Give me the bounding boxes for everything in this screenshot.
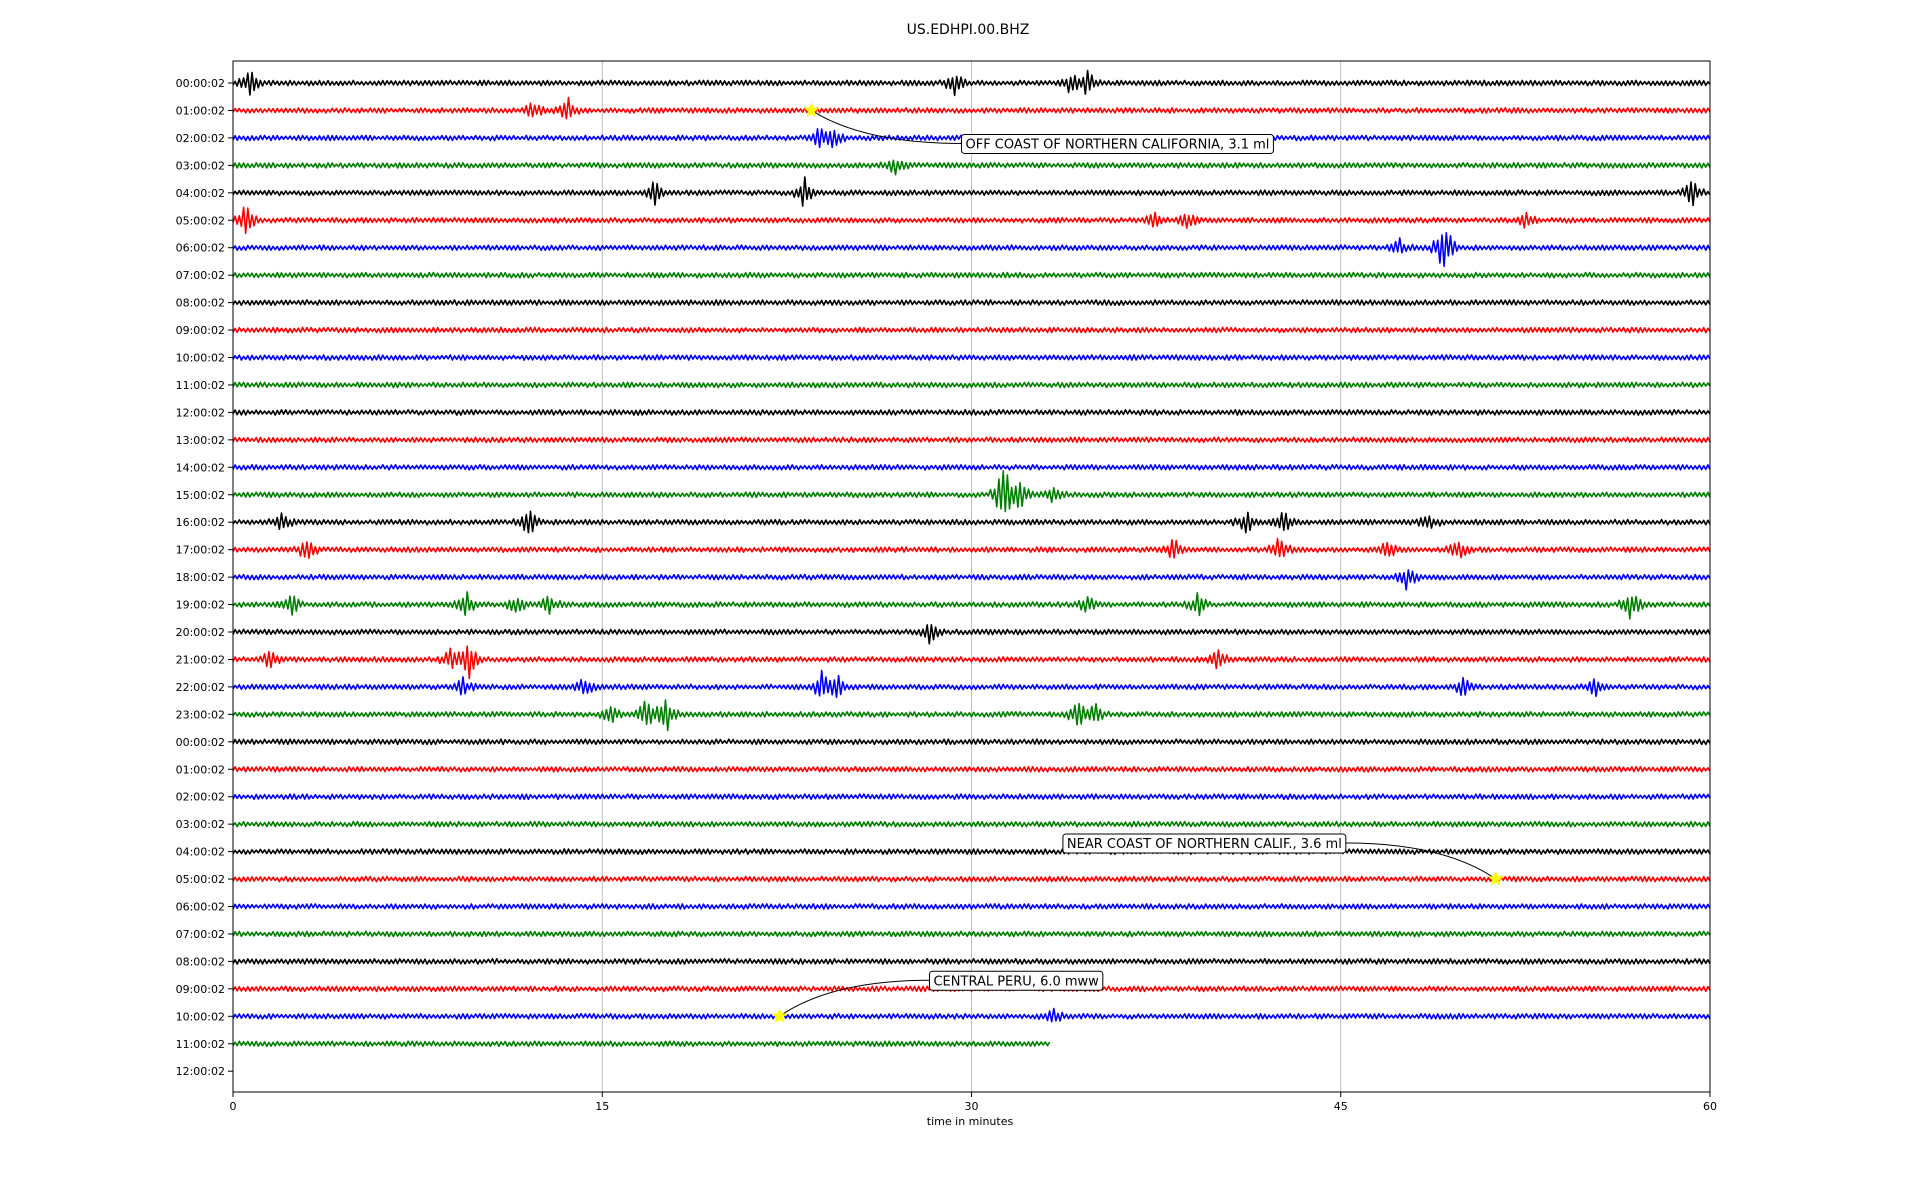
event-annotation-0: OFF COAST OF NORTHERN CALIFORNIA, 3.1 ml [803,102,1274,154]
y-tick-label: 19:00:02 [176,599,225,612]
trace-10 [232,354,1711,361]
event-connector [1345,842,1497,880]
trace-33 [232,985,1711,993]
trace-18 [232,569,1711,591]
event-label-box [1062,833,1347,854]
y-tick-label: 18:00:02 [176,571,225,584]
chart-title: US.EDHPI.00.BHZ [907,22,1030,38]
y-tick-label: 11:00:02 [176,379,225,392]
y-tick-label: 03:00:02 [176,818,225,831]
y-tick-label: 22:00:02 [176,681,225,694]
y-axis-ticks: 00:00:02 01:00:02 02:00:02 03:00:02 04:00:02… [176,77,233,1078]
x-tick-label: 15 [595,1100,609,1113]
trace-16 [232,510,1711,534]
y-tick-label: 08:00:02 [176,955,225,968]
y-tick-label: 03:00:02 [176,159,225,172]
trace-1 [232,96,1711,120]
y-tick-label: 06:00:02 [176,242,225,255]
trace-29 [232,875,1711,883]
y-tick-label: 00:00:02 [176,736,225,749]
trace-layer [232,69,1711,1048]
y-tick-label: 20:00:02 [176,626,225,639]
trace-7 [232,271,1711,279]
event-label-box [928,970,1104,991]
trace-15 [232,470,1711,513]
event-star-marker [803,102,820,118]
trace-30 [232,903,1711,910]
y-tick-label: 12:00:02 [176,1065,225,1078]
trace-34 [232,1007,1711,1023]
trace-14 [232,463,1711,471]
y-tick-label: 01:00:02 [176,763,225,776]
trace-25 [232,765,1711,773]
x-tick-label: 0 [230,1100,237,1113]
y-tick-label: 02:00:02 [176,791,225,804]
trace-3 [232,159,1711,176]
trace-32 [232,958,1711,965]
y-tick-label: 07:00:02 [176,928,225,941]
y-tick-label: 08:00:02 [176,297,225,310]
x-axis-ticks: 0 15 30 45 60 [230,1092,1717,1113]
trace-22 [232,669,1711,699]
trace-19 [232,591,1711,620]
y-tick-label: 02:00:02 [176,132,225,145]
event-star-marker [1487,870,1504,886]
trace-28 [232,848,1711,855]
y-tick-label: 04:00:02 [176,846,225,859]
y-tick-label: 04:00:02 [176,187,225,200]
event-label: OFF COAST OF NORTHERN CALIFORNIA, 3.1 ml [965,137,1269,152]
trace-11 [232,381,1711,389]
y-tick-label: 07:00:02 [176,269,225,282]
y-tick-label: 09:00:02 [176,324,225,337]
y-tick-label: 05:00:02 [176,873,225,886]
event-connector [811,110,962,144]
trace-8 [232,299,1711,306]
trace-9 [232,326,1711,334]
y-tick-label: 16:00:02 [176,516,225,529]
y-tick-label: 10:00:02 [176,352,225,365]
event-annotation-1: NEAR COAST OF NORTHERN CALIF., 3.6 ml [1062,833,1504,886]
trace-21 [232,645,1711,680]
trace-24 [232,738,1711,746]
trace-23 [232,699,1711,732]
trace-26 [232,793,1711,801]
x-tick-label: 45 [1334,1100,1348,1113]
y-tick-label: 09:00:02 [176,983,225,996]
trace-5 [232,206,1711,235]
y-tick-label: 05:00:02 [176,214,225,227]
event-label-box [960,133,1274,154]
event-label: NEAR COAST OF NORTHERN CALIF., 3.6 ml [1067,837,1342,852]
y-tick-label: 14:00:02 [176,461,225,474]
y-tick-label: 23:00:02 [176,708,225,721]
trace-20 [232,624,1711,645]
trace-35 [232,1040,1051,1048]
trace-4 [232,176,1711,207]
trace-17 [232,537,1711,559]
x-tick-label: 60 [1703,1100,1717,1113]
trace-12 [232,409,1711,416]
event-annotations: OFF COAST OF NORTHERN CALIFORNIA, 3.1 ml… [771,102,1504,1024]
trace-6 [232,232,1711,268]
y-tick-label: 10:00:02 [176,1010,225,1023]
y-tick-label: 12:00:02 [176,406,225,419]
trace-27 [232,820,1711,828]
y-tick-label: 21:00:02 [176,653,225,666]
event-star-marker [771,1007,788,1024]
y-tick-label: 17:00:02 [176,544,225,557]
y-tick-label: 06:00:02 [176,901,225,914]
event-connector [779,979,930,1017]
event-annotation-2: CENTRAL PERU, 6.0 mww [771,970,1104,1024]
trace-31 [232,930,1711,938]
trace-0 [232,69,1711,97]
y-tick-label: 11:00:02 [176,1038,225,1051]
x-tick-label: 30 [965,1100,979,1113]
trace-13 [232,436,1711,444]
x-axis-label: time in minutes [927,1115,1014,1128]
event-label: CENTRAL PERU, 6.0 mww [933,974,1099,989]
y-tick-label: 13:00:02 [176,434,225,447]
y-tick-label: 01:00:02 [176,104,225,117]
y-tick-label: 15:00:02 [176,489,225,502]
y-tick-label: 00:00:02 [176,77,225,90]
